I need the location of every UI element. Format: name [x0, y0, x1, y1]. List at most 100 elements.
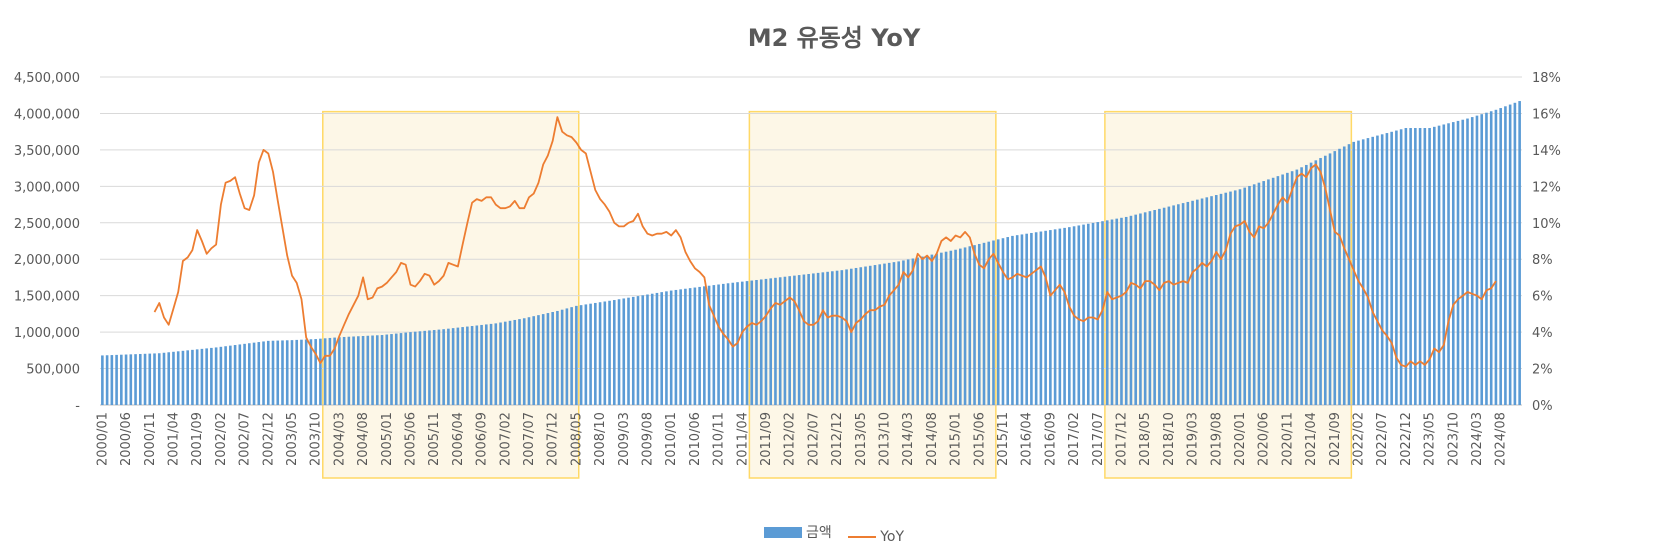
bar [1191, 200, 1194, 405]
bar [1248, 185, 1251, 405]
x-tick-label: 2010/11 [712, 412, 727, 466]
bar [319, 338, 322, 405]
x-tick-label: 2020/01 [1233, 412, 1248, 466]
bar [1001, 238, 1005, 405]
bar [631, 296, 635, 405]
bar [594, 302, 597, 405]
bar [740, 281, 744, 405]
bar [546, 313, 550, 405]
bar [1143, 212, 1147, 405]
bar [1257, 182, 1261, 405]
bar [968, 246, 972, 405]
bar [1309, 162, 1313, 405]
bar [911, 258, 915, 405]
x-tick-label: 2012/07 [806, 412, 821, 466]
bar [380, 335, 384, 405]
bar [300, 339, 303, 405]
x-tick-label: 2007/07 [522, 412, 537, 466]
gridlines [100, 76, 1522, 406]
bar [793, 275, 796, 405]
x-tick-label: 2005/11 [427, 412, 442, 466]
bar [466, 326, 469, 405]
bar [778, 277, 782, 405]
bar [314, 339, 317, 405]
x-tick-label: 2003/05 [285, 412, 300, 466]
bar [195, 349, 199, 405]
bar [1025, 233, 1028, 405]
bar [1305, 164, 1308, 405]
bar [1475, 115, 1479, 406]
bar [1238, 189, 1242, 405]
bar [1020, 234, 1024, 405]
x-tick-label: 2024/03 [1470, 412, 1485, 466]
bar [878, 264, 882, 405]
bar [788, 276, 791, 405]
bar [1252, 184, 1256, 405]
bar [1030, 232, 1033, 405]
bar [1262, 181, 1265, 405]
x-tick-label: 2012/02 [783, 412, 798, 466]
bar [1011, 235, 1014, 405]
bar [1494, 109, 1498, 406]
line-series-yoy [153, 116, 1497, 368]
bar [575, 305, 578, 405]
bar [1447, 123, 1450, 405]
bar [138, 353, 142, 405]
bar [864, 266, 867, 405]
bar [1158, 208, 1161, 405]
bar [1485, 112, 1488, 406]
bar [982, 242, 986, 405]
bar [200, 348, 204, 405]
bar [1314, 160, 1318, 405]
left-tick-label: 4,500,000 [14, 71, 80, 86]
bar [1129, 215, 1133, 405]
bar [124, 354, 128, 405]
bar [276, 340, 280, 405]
x-tick-label: 2002/12 [261, 412, 276, 466]
legend-swatch-yoy [848, 535, 877, 538]
bar [1153, 210, 1156, 405]
x-tick-label: 2012/12 [830, 412, 845, 466]
bar [1205, 197, 1209, 405]
bar [1361, 139, 1365, 405]
bar [243, 343, 246, 405]
bar [1139, 213, 1142, 405]
bar [134, 354, 137, 405]
bar [1172, 205, 1175, 405]
bar [375, 335, 379, 405]
x-tick-label: 2020/06 [1257, 412, 1272, 466]
bar [1271, 177, 1275, 405]
bar [1167, 206, 1171, 405]
bar [172, 351, 175, 405]
bar [996, 239, 1000, 405]
bar [357, 336, 360, 405]
bar [1399, 129, 1403, 405]
x-tick-label: 2002/02 [214, 412, 229, 466]
bar [167, 352, 171, 405]
bar [262, 341, 265, 405]
bar [1115, 218, 1119, 405]
bar [485, 324, 488, 405]
x-tick-label: 2000/11 [143, 412, 158, 466]
bar [1390, 131, 1393, 405]
bar [229, 345, 232, 405]
bar [148, 353, 152, 405]
x-tick-label: 2021/09 [1328, 412, 1343, 466]
x-tick-label: 2015/06 [972, 412, 987, 466]
bar [176, 351, 180, 405]
bar [973, 245, 976, 405]
bar [361, 335, 365, 405]
bar [1428, 128, 1431, 405]
bar [352, 336, 355, 405]
bar [157, 353, 161, 405]
bar [129, 354, 133, 405]
x-tick-label: 2000/01 [95, 412, 110, 466]
bar [1466, 118, 1469, 406]
bar [1044, 230, 1047, 405]
bar [1286, 172, 1289, 405]
x-tick-label: 2022/02 [1352, 412, 1367, 466]
bar [892, 262, 896, 405]
bar [413, 331, 417, 405]
bar [1442, 124, 1446, 406]
bar [826, 271, 829, 405]
